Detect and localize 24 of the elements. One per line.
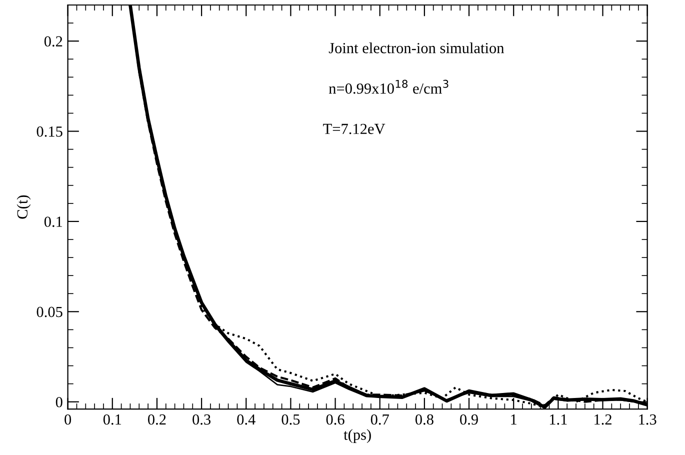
annotation: n=0.99x10$^{18}$ e/cm$^{3}$ bbox=[328, 80, 448, 94]
x-tick-label: 1.2 bbox=[594, 414, 612, 425]
x-tick-label: 0.7 bbox=[370, 414, 389, 425]
x-tick-label: 1.3 bbox=[639, 414, 656, 425]
x-tick-label: 0.1 bbox=[103, 414, 122, 425]
x-tick-label: 1.1 bbox=[550, 414, 567, 425]
x-tick-label: 0.2 bbox=[148, 414, 166, 425]
x-tick-label: 0.8 bbox=[415, 414, 434, 425]
x-tick-label: 0.9 bbox=[460, 414, 478, 425]
y-tick-label: 0.1 bbox=[44, 216, 62, 227]
y-tick-label: 0.2 bbox=[44, 36, 62, 47]
x-tick-label: 0.3 bbox=[192, 414, 210, 425]
y-axis-title: C(t) bbox=[16, 195, 31, 219]
x-tick-label: 0.4 bbox=[237, 414, 256, 425]
y-tick-label: 0.15 bbox=[36, 126, 62, 137]
x-tick-label: 0.5 bbox=[282, 414, 300, 425]
annotation: T=7.12eV bbox=[323, 124, 386, 134]
x-tick-label: 1 bbox=[511, 414, 516, 425]
x-axis-title: t(ps) bbox=[344, 429, 371, 444]
y-tick-label: 0 bbox=[56, 396, 62, 408]
y-tick-label: 0.05 bbox=[36, 306, 62, 318]
x-tick-label: 0.6 bbox=[326, 414, 344, 425]
x-tick-label: 0 bbox=[64, 414, 72, 425]
annotation: Joint electron-ion simulation bbox=[328, 42, 504, 54]
